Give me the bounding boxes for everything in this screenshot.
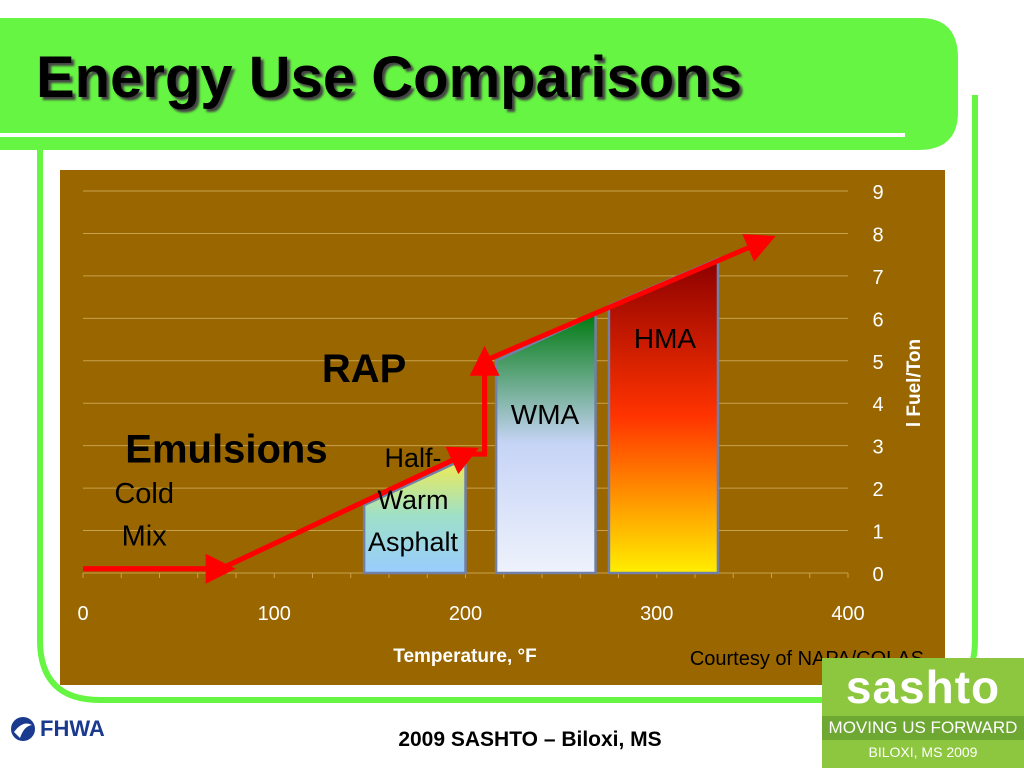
region-label: HMA	[634, 323, 697, 354]
fhwa-logo-text: FHWA	[40, 716, 105, 741]
title-banner	[0, 18, 958, 150]
y-tick-label: 9	[872, 182, 883, 204]
annotation-rap: RAP	[322, 347, 406, 391]
sashto-logo: sashto MOVING US FORWARD BILOXI, MS 2009	[822, 658, 1024, 768]
region-label: Half-	[384, 443, 441, 473]
y-tick-label: 3	[872, 437, 883, 459]
sashto-logo-word: sashto	[845, 661, 1001, 713]
y-tick-label: 6	[872, 309, 883, 331]
y-tick-label: 5	[872, 352, 883, 374]
y-tick-label: 1	[872, 522, 883, 544]
x-tick-label: 300	[640, 603, 673, 625]
y-axis-label: l Fuel/Ton	[904, 339, 925, 427]
y-tick-label: 7	[872, 267, 883, 289]
region-label: WMA	[511, 399, 580, 430]
slide-title: Energy Use Comparisons	[36, 45, 742, 110]
region-half-warm-asphalt	[362, 456, 467, 575]
sashto-logo-tagline: MOVING US FORWARD	[822, 716, 1024, 740]
annotation-emulsions: Emulsions	[125, 428, 327, 472]
x-tick-label: 400	[831, 603, 864, 625]
x-axis-label: Temperature, °F	[393, 646, 536, 667]
trend-arrow-head	[219, 446, 480, 572]
region-label: Warm	[378, 485, 449, 515]
sashto-logo-event: BILOXI, MS 2009	[868, 744, 978, 760]
fhwa-logo: FHWA	[10, 716, 105, 742]
annotation-mix: Mix	[122, 520, 168, 552]
region-wma	[494, 312, 597, 575]
x-tick-label: 0	[77, 603, 88, 625]
footer-text: 2009 SASHTO – Biloxi, MS	[398, 728, 662, 751]
y-tick-label: 8	[872, 224, 883, 246]
fhwa-globe-icon	[11, 717, 35, 741]
x-tick-label: 100	[258, 603, 291, 625]
y-tick-label: 4	[872, 394, 883, 416]
y-tick-label: 0	[872, 564, 883, 586]
annotation-cold: Cold	[114, 478, 174, 510]
x-tick-label: 200	[449, 603, 482, 625]
region-hma	[607, 257, 720, 575]
y-tick-label: 2	[872, 479, 883, 501]
region-label: Asphalt	[368, 527, 459, 557]
